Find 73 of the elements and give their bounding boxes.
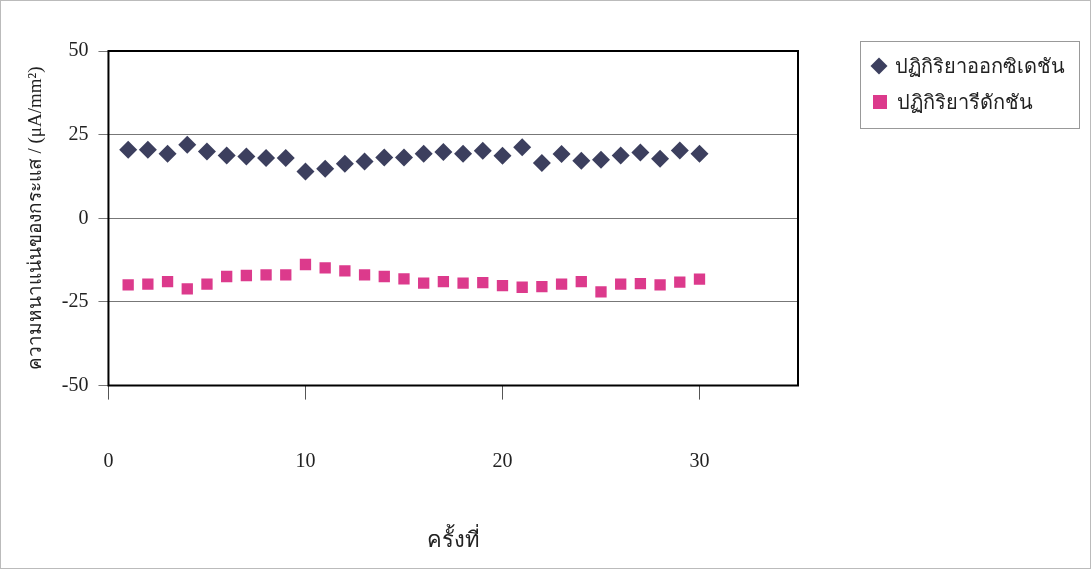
point: [670, 141, 689, 160]
point: [237, 147, 256, 166]
point: [339, 265, 351, 277]
point: [178, 135, 197, 154]
y-axis-title: ความหนาแน่นของกระแส / (μA/mm²): [24, 66, 47, 371]
point: [276, 149, 295, 168]
point: [316, 159, 335, 178]
point: [532, 154, 551, 173]
point: [378, 270, 390, 283]
point: [158, 144, 177, 163]
x-tick-label: 30: [689, 448, 710, 471]
point: [457, 277, 469, 289]
point: [161, 275, 174, 288]
point: [375, 148, 394, 167]
point: [394, 148, 413, 167]
point: [572, 151, 591, 170]
y-tick-label: 25: [68, 121, 89, 144]
point: [454, 144, 473, 163]
point: [690, 144, 709, 163]
point: [335, 154, 354, 173]
point: [296, 162, 315, 181]
point: [181, 283, 193, 295]
point: [496, 279, 509, 292]
point: [299, 258, 312, 271]
point: [122, 279, 134, 291]
point: [434, 143, 453, 162]
point: [138, 140, 157, 159]
point: [260, 269, 272, 281]
point: [358, 269, 371, 281]
point: [319, 262, 331, 274]
point: [414, 144, 433, 163]
point: [595, 286, 607, 298]
x-tick-label: 20: [492, 448, 513, 471]
point: [591, 150, 610, 169]
y-tick-label: 50: [68, 38, 89, 61]
point: [257, 149, 276, 168]
point: [552, 145, 571, 164]
point: [654, 279, 666, 291]
legend-label: ปฏิกิริยารีดักชัน: [897, 90, 1033, 115]
y-tick-label: -50: [61, 372, 89, 395]
point: [575, 275, 587, 288]
point: [217, 146, 236, 165]
point: [280, 269, 292, 281]
point: [611, 146, 630, 165]
legend-label: ปฏิกิริยาออกซิเดชัน: [895, 54, 1065, 79]
point: [221, 270, 233, 283]
point: [513, 138, 532, 157]
x-tick-label: 10: [295, 448, 316, 471]
y-tick-label: 0: [78, 205, 89, 228]
point: [418, 277, 430, 289]
point: [631, 143, 650, 162]
x-axis-title: ครั้งที่: [426, 523, 480, 552]
point: [674, 276, 686, 288]
point: [634, 277, 647, 290]
point: [477, 276, 489, 289]
point: [651, 149, 670, 168]
point: [493, 146, 512, 165]
point: [473, 141, 492, 160]
point: [197, 142, 216, 161]
point: [201, 278, 213, 290]
point: [437, 275, 450, 288]
point: [516, 281, 528, 293]
y-tick-label: -25: [61, 289, 89, 312]
point: [536, 280, 548, 293]
point: [355, 152, 374, 171]
x-tick-label: 0: [103, 448, 114, 471]
point: [693, 273, 706, 285]
point: [142, 278, 154, 290]
point: [398, 273, 410, 285]
point: [240, 269, 253, 282]
point: [119, 140, 138, 159]
point: [615, 278, 627, 290]
point: [555, 278, 568, 290]
